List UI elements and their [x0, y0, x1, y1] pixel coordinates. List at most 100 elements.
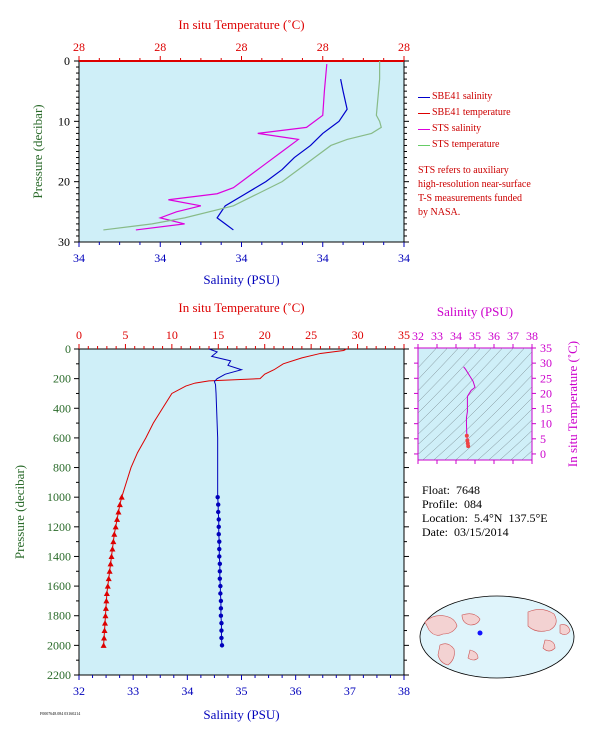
ts-y-axis-label: In situ Temperature (˚C) [565, 341, 580, 467]
y-tick-label: 0 [65, 342, 71, 356]
top-tick-label: 15 [212, 328, 224, 342]
temperature-marker [112, 523, 119, 530]
bottom-tick-label: 35 [236, 684, 248, 698]
salinity-marker [217, 539, 222, 544]
ts-y-tick-label: 5 [540, 432, 546, 446]
top-tick-label: 20 [259, 328, 271, 342]
ts-y-tick-label: 15 [540, 402, 552, 416]
temperature-marker [101, 634, 108, 641]
ts-x-tick-label: 34 [450, 329, 462, 343]
y-tick-label: 20 [58, 175, 70, 189]
bottom-tick-label: 32 [73, 684, 85, 698]
temperature-marker [103, 590, 110, 596]
salinity-marker [218, 583, 223, 589]
y-tick-label: 10 [58, 114, 70, 128]
salinity-marker [217, 554, 222, 559]
y-tick-label: 800 [53, 461, 71, 475]
note-line: by NASA. [418, 207, 461, 218]
bottom-tick-label: 34 [236, 251, 248, 265]
top-tick-label: 30 [352, 328, 364, 342]
ts-point [464, 433, 469, 438]
profile-id: Profile: 084 [422, 497, 482, 511]
world-map-landmass [424, 615, 458, 636]
density-contour [510, 440, 532, 460]
date: Date: 03/15/2014 [422, 525, 509, 539]
world-map-landmass [527, 609, 557, 632]
salinity-marker [219, 620, 224, 626]
world-map-landmass [542, 639, 556, 652]
salinity-marker [218, 598, 224, 604]
note-line: STS refers to auxiliary [418, 165, 509, 176]
temperature-marker [103, 597, 110, 604]
salinity-marker [216, 502, 221, 507]
salinity-marker [219, 628, 224, 633]
ts-point [466, 444, 471, 449]
ts-y-tick-label: 30 [540, 356, 552, 370]
y-axis-label: Pressure (decibar) [30, 104, 45, 198]
density-contour [418, 348, 514, 445]
salinity-marker [216, 517, 221, 522]
sts-note: STS refers to auxiliary high-resolution … [418, 164, 531, 220]
y-tick-label: 600 [53, 431, 71, 445]
ts-y-tick-label: 35 [540, 341, 552, 355]
y-tick-label: 1800 [47, 609, 71, 623]
ts-x-tick-label: 38 [526, 329, 538, 343]
y-tick-label: 1200 [47, 520, 71, 534]
world-map-landmass [437, 643, 455, 666]
bottom-tick-label: 34 [154, 251, 166, 265]
y-tick-label: 2000 [47, 638, 71, 652]
top-tick-label: 28 [73, 40, 85, 54]
salinity-marker [217, 569, 223, 574]
series-line-sts_temperature [103, 61, 382, 231]
bottom-tick-label: 34 [181, 684, 193, 698]
note-line: high-resolution near-surface [418, 179, 531, 190]
ts-x-tick-label: 35 [469, 329, 481, 343]
temperature-marker [102, 605, 109, 611]
y-tick-label: 1400 [47, 549, 71, 563]
legend-label: SBE41 temperature [432, 107, 511, 118]
plot-area [78, 60, 405, 243]
legend-label: SBE41 salinity [432, 91, 493, 102]
ts-x-tick-label: 32 [412, 329, 424, 343]
density-contour [433, 363, 532, 460]
y-tick-label: 1600 [47, 579, 71, 593]
density-contour [455, 386, 532, 460]
legend-label: STS temperature [432, 139, 500, 150]
temperature-marker [101, 627, 108, 634]
float-id: Float: 7648 [422, 483, 481, 497]
ts-x-tick-label: 36 [488, 329, 500, 343]
legend-item: SBE41 salinity [418, 91, 511, 107]
y-tick-label: 30 [58, 235, 70, 249]
legend-item: STS temperature [418, 139, 511, 155]
temperature-marker [118, 494, 125, 500]
salinity-marker [216, 532, 221, 537]
world-map-landmass [467, 649, 479, 661]
ts-y-tick-label: 10 [540, 417, 552, 431]
density-contour [422, 351, 532, 460]
temperature-marker [116, 501, 123, 508]
density-contour [499, 430, 532, 460]
salinity-marker [219, 643, 225, 648]
location: Location: 5.4°N 137.5°E [422, 511, 548, 525]
density-contour [418, 348, 492, 425]
float-location-marker [477, 630, 483, 636]
bottom-tick-label: 33 [127, 684, 139, 698]
plot-area [78, 348, 405, 676]
top-tick-label: 0 [76, 328, 82, 342]
series-line-sbe41_salinity [216, 78, 348, 231]
density-contour [418, 348, 503, 435]
ts-x-tick-label: 37 [507, 329, 519, 343]
temperature-marker [102, 620, 108, 626]
salinity-marker [218, 613, 224, 618]
ts-top-axis-label: Salinity (PSU) [437, 304, 513, 319]
density-contour [466, 397, 532, 460]
salinity-marker [217, 576, 223, 581]
temperature-marker [110, 538, 117, 545]
top-tick-label: 5 [122, 328, 128, 342]
top-tick-label: 28 [236, 40, 248, 54]
bottom-tick-label: 34 [398, 251, 410, 265]
y-tick-label: 200 [53, 372, 71, 386]
temperature-marker [115, 509, 122, 515]
ts-point [465, 438, 470, 443]
density-contour [521, 450, 532, 460]
